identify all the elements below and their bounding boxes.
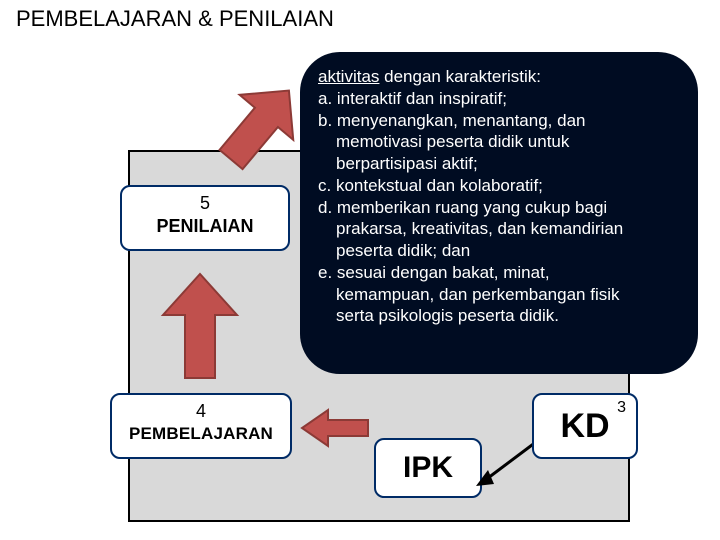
pembelajaran-box: 4 PEMBELAJARAN	[110, 393, 292, 459]
callout-lines: a. interaktif dan inspiratif;b. menyenan…	[318, 88, 680, 327]
penilaian-num: 5	[200, 193, 210, 214]
kd-num: 3	[617, 399, 626, 417]
penilaian-box: 5 PENILAIAN	[120, 185, 290, 251]
arrow-up-to-callout	[210, 75, 310, 175]
pembelajaran-label: PEMBELAJARAN	[129, 424, 273, 444]
arrow-ipk-to-pembelajaran	[300, 408, 370, 448]
pembelajaran-num: 4	[196, 401, 206, 422]
slide-stage: PEMBELAJARAN & PENILAIAN 5 PENILAIAN akt…	[0, 0, 720, 540]
characteristics-callout: aktivitas dengan karakteristik: a. inter…	[300, 52, 698, 374]
callout-heading: aktivitas dengan karakteristik:	[318, 67, 541, 86]
page-title: PEMBELAJARAN & PENILAIAN	[16, 6, 334, 32]
ipk-label: IPK	[403, 451, 453, 485]
kd-box: 3 KD	[532, 393, 638, 459]
arrow-pembelajaran-to-penilaian	[155, 270, 245, 380]
kd-label: KD	[560, 407, 609, 446]
penilaian-label: PENILAIAN	[156, 216, 253, 237]
